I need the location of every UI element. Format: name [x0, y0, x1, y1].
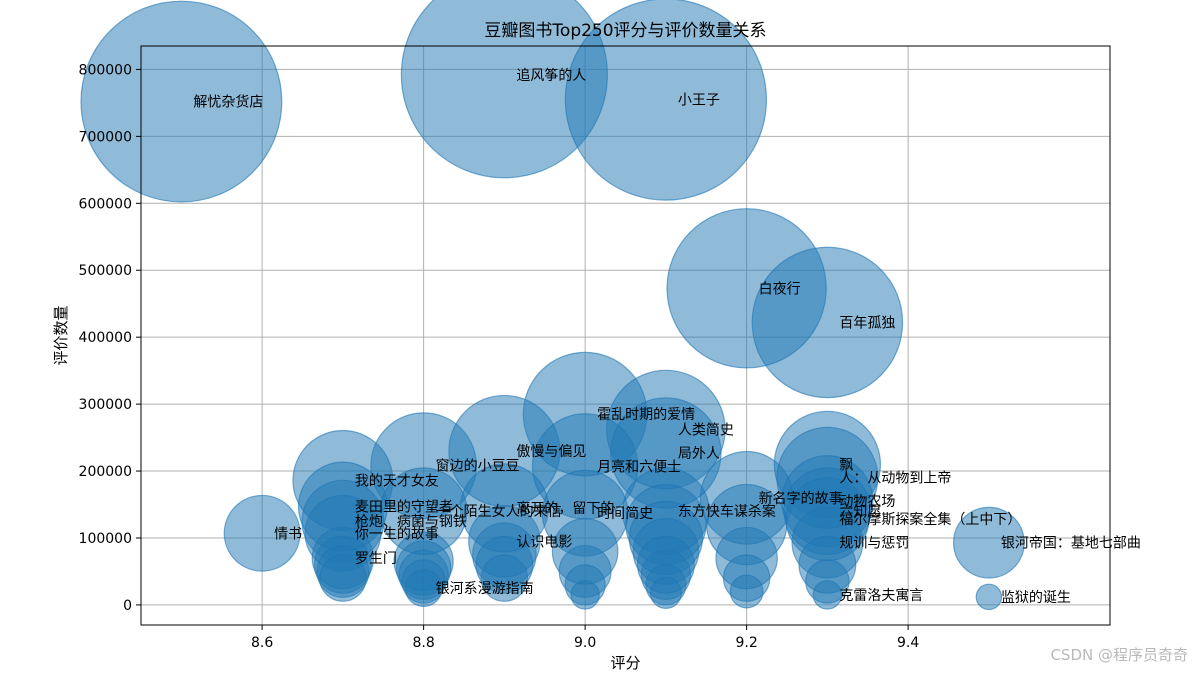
bubble-label: 追风筝的人 [516, 67, 586, 84]
bubble-label: 霍乱时期的爱情 [597, 407, 695, 423]
x-tick-label: 9.2 [735, 635, 757, 651]
bubble-point [751, 246, 904, 399]
bubble-label: 我的天才女友 [355, 472, 439, 489]
bubble-label: 东方快车谋杀案 [678, 503, 776, 520]
y-tick-label: 200000 [79, 464, 132, 480]
y-tick-label: 400000 [79, 330, 132, 346]
bubble-label: 局外人 [678, 446, 720, 462]
bubble-label: 动物农场 [839, 494, 895, 510]
bubble-label: 克雷洛夫寓言 [839, 587, 923, 604]
y-tick-label: 300000 [79, 397, 132, 413]
bubble-label: 麦田里的守望者 [355, 500, 453, 516]
y-tick-label: 100000 [79, 531, 132, 547]
bubble-point [223, 494, 301, 572]
bubble-label: 百年孤独 [839, 315, 895, 331]
y-tick-label: 800000 [79, 62, 132, 78]
bubble-label: 情书 [274, 526, 302, 542]
bubbles-layer [80, 0, 1025, 611]
bubble-label: 离开的，留下的 [516, 500, 614, 517]
bubble-point [952, 506, 1025, 579]
bubble-label: 一个陌生女人的来信 [436, 503, 562, 520]
bubble-label: 枪炮、病菌与钢铁 [355, 513, 467, 530]
bubble-point [319, 554, 367, 602]
y-tick-label: 0 [123, 598, 132, 614]
bubble-label: 罗生门 [355, 551, 397, 567]
bubble-point [564, 0, 768, 201]
x-tick-label: 8.6 [251, 635, 273, 651]
bubble-label: 规训与惩罚 [839, 536, 909, 552]
bubble-point [649, 576, 683, 609]
bubble-label: 人：从动物到上帝 [839, 471, 951, 487]
watermark: CSDN @程序员奇奇 [1050, 646, 1188, 664]
bubble-point [729, 574, 764, 609]
y-tick-label: 500000 [79, 263, 132, 279]
bubble-label: 窗边的小豆豆 [436, 458, 520, 475]
bubble-point [812, 580, 843, 610]
bubble-label: 飘 [839, 457, 853, 473]
bubble-label: 解忧杂货店 [193, 94, 263, 111]
bubble-label: 你一生的故事 [355, 526, 439, 542]
plot-frame [140, 45, 1111, 626]
bubble-point [975, 583, 1003, 611]
bubble-label: 白夜行 [759, 281, 801, 297]
bubble-label: 新名字的故事 [759, 491, 843, 507]
chart-title: 豆瓣图书Top250评分与评价数量关系 [484, 21, 766, 41]
x-tick-label: 8.8 [412, 635, 434, 651]
x-axis-ticks: 8.6 8.8 9.0 9.2 9.4 [251, 625, 919, 651]
y-axis-ticks: 0 100000 200000 300000 400000 500000 600000 700… [79, 62, 141, 614]
y-tick-label: 600000 [79, 196, 132, 212]
y-tick-label: 700000 [79, 129, 132, 145]
bubble-label: 时间简史 [597, 505, 653, 522]
bubble-point [80, 0, 283, 203]
bubble-label: 认识电影 [516, 534, 572, 550]
bubble-label: 六知愿 [839, 503, 881, 520]
bubble-label: 月亮和六便士 [597, 458, 681, 475]
bubble-label: 小王子 [678, 93, 720, 109]
bubble-label: 傲慢与偏见 [516, 443, 586, 460]
bubble-label: 人类简史 [678, 422, 734, 439]
x-axis-label: 评分 [610, 654, 640, 672]
y-axis-label: 评价数量 [52, 305, 70, 365]
x-tick-label: 9.0 [574, 635, 596, 651]
bubble-label: 监狱的诞生 [1001, 590, 1071, 606]
bubble-label: 银河系漫游指南 [436, 581, 534, 597]
bubble-label: 银河帝国：基地七部曲 [1001, 535, 1141, 552]
bubble-label: 福尔摩斯探案全集（上中下） [839, 511, 1021, 528]
bubble-point [570, 580, 600, 610]
x-tick-label: 9.4 [897, 635, 919, 651]
bubble-point [404, 569, 443, 608]
bubble-point [480, 554, 529, 602]
